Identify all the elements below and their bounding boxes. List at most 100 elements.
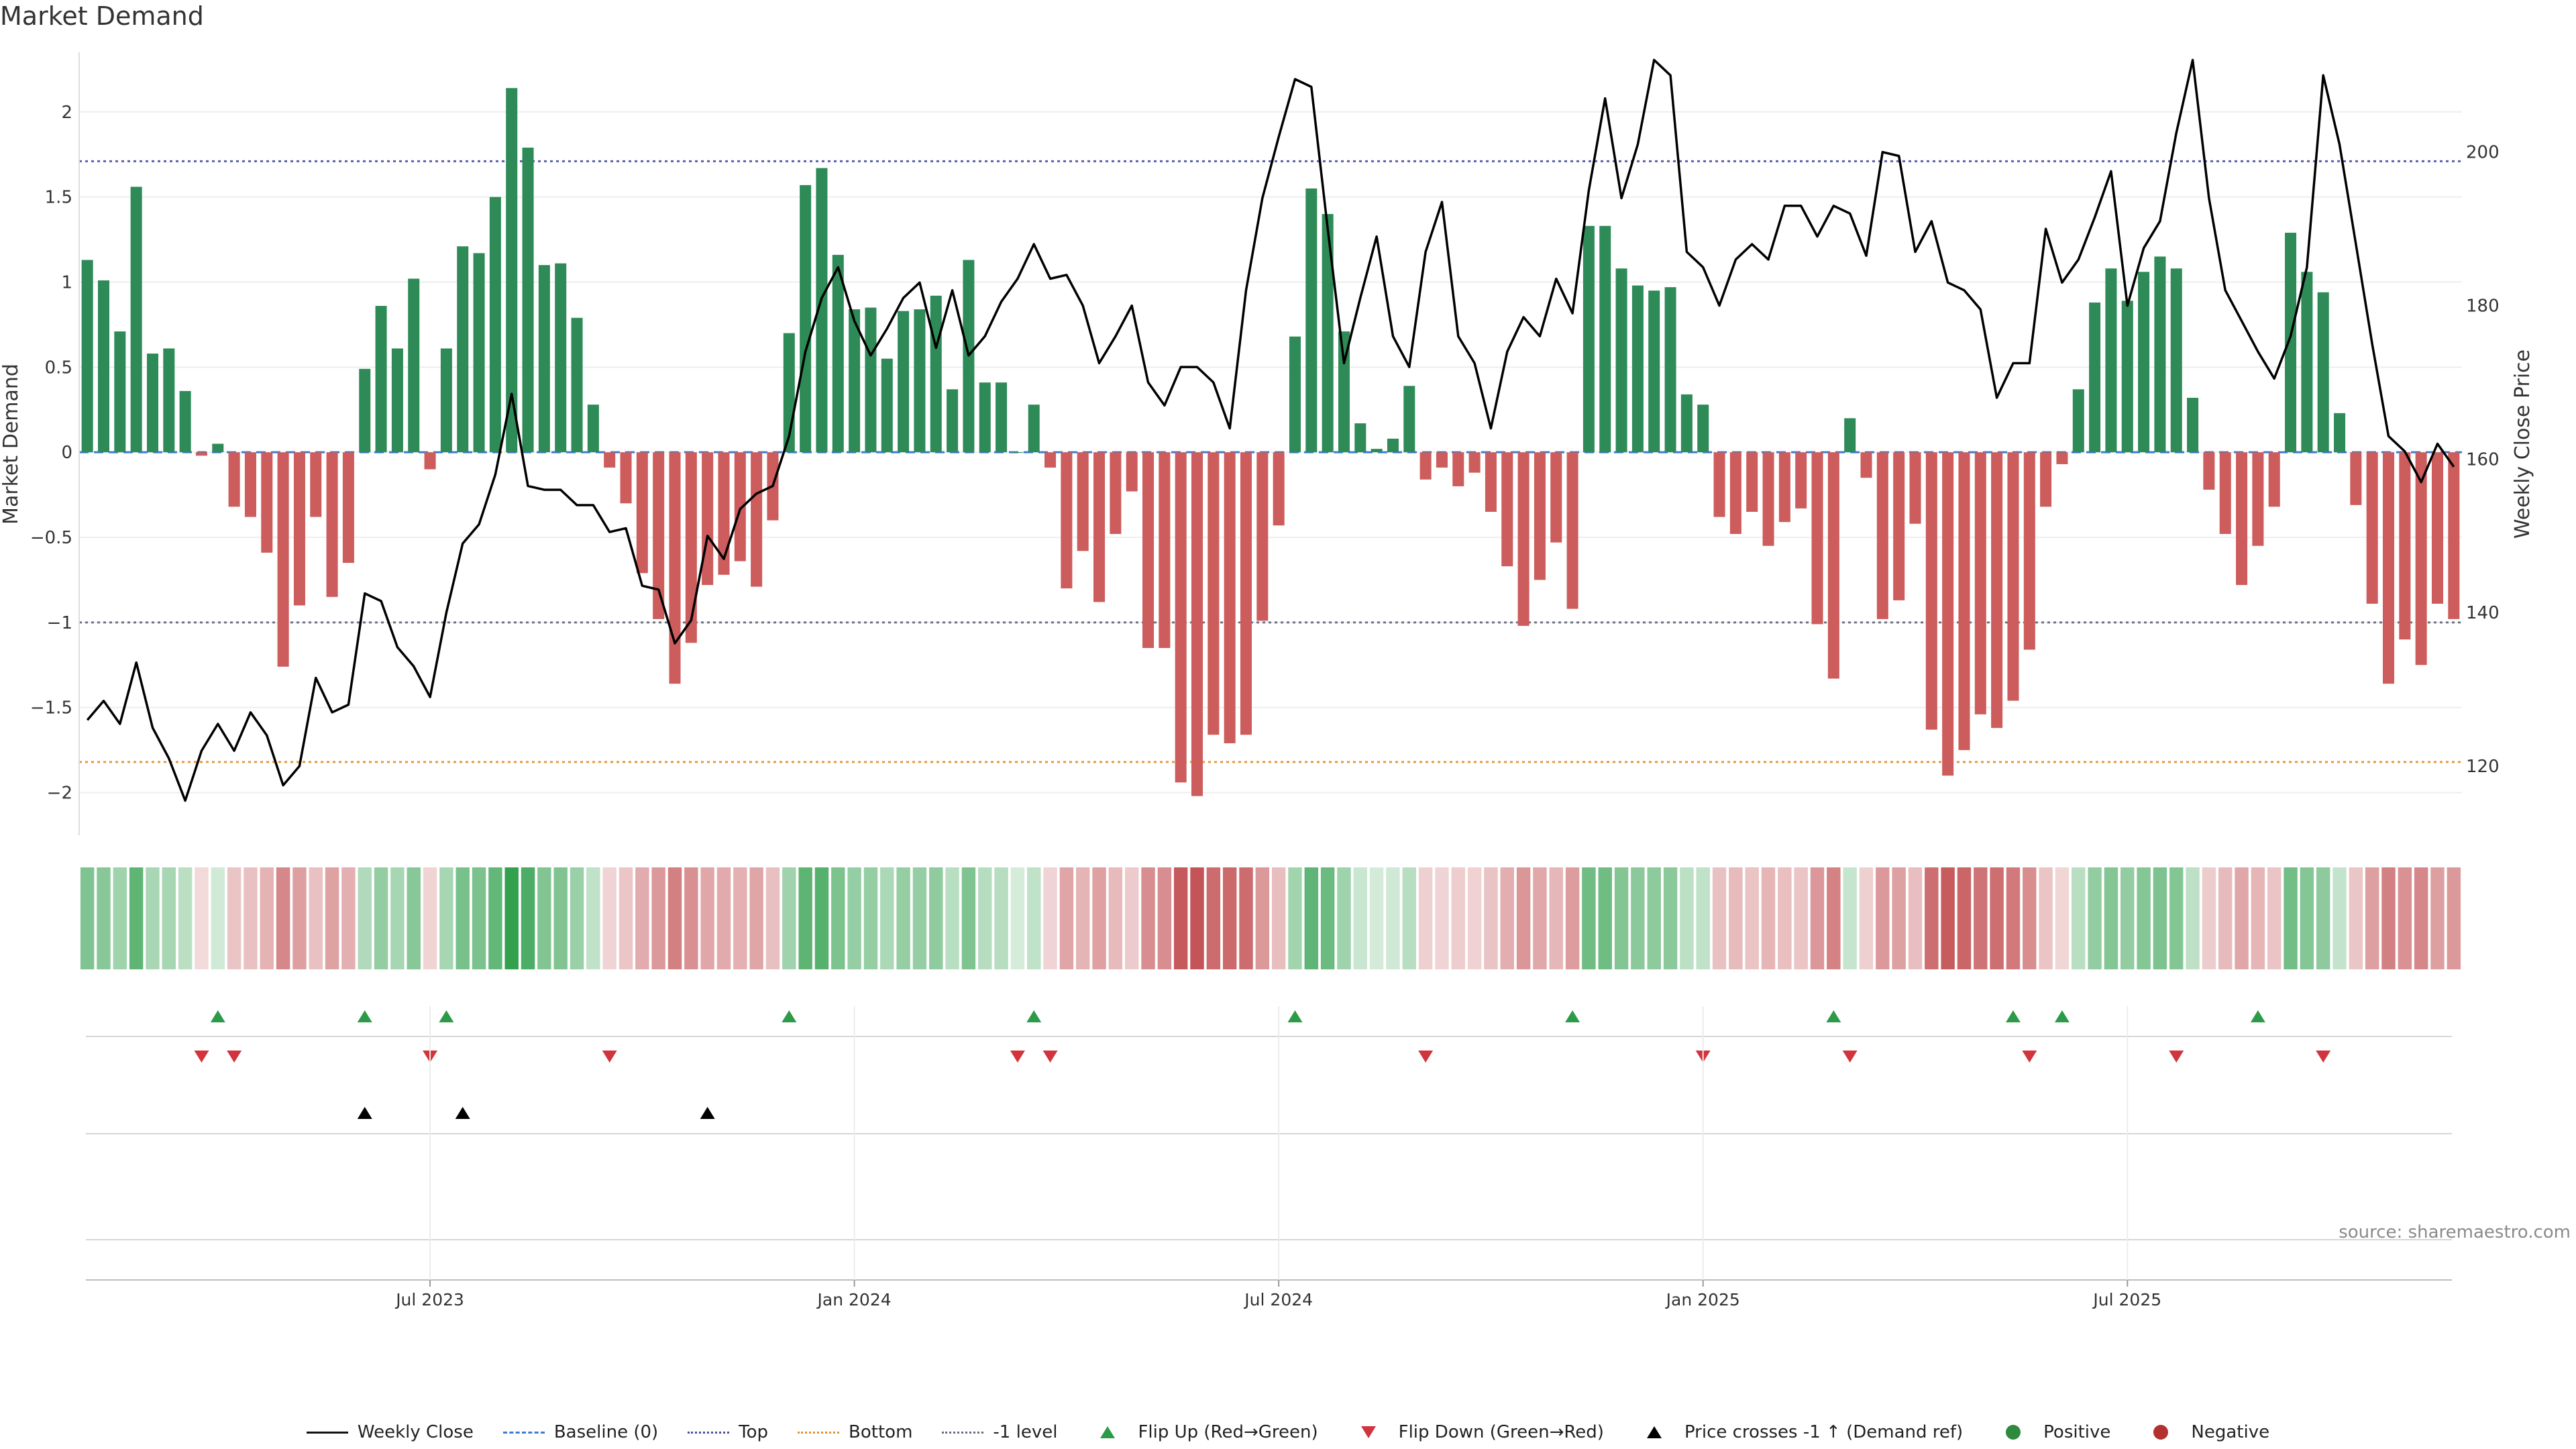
demand-bar xyxy=(506,88,518,453)
demand-bar xyxy=(2350,452,2362,505)
demand-bar xyxy=(1615,268,1627,453)
heat-cell xyxy=(586,867,600,969)
legend-baseline: Baseline (0) xyxy=(502,1422,658,1442)
heat-cell xyxy=(1027,867,1041,969)
demand-bar xyxy=(1501,452,1513,567)
heat-cell xyxy=(1435,867,1449,969)
heat-cell xyxy=(1614,867,1629,969)
heat-cell xyxy=(1157,867,1172,969)
demand-bar xyxy=(751,452,763,587)
heat-cell xyxy=(423,867,437,969)
demand-bar xyxy=(2121,301,2133,453)
heat-cell xyxy=(2430,867,2445,969)
demand-bar xyxy=(359,368,371,453)
demand-bar xyxy=(685,452,697,643)
demand-bar xyxy=(1485,452,1497,512)
demand-bar xyxy=(2007,452,2019,701)
heat-cell xyxy=(1076,867,1090,969)
demand-bar xyxy=(2268,452,2280,507)
dot-icon xyxy=(2153,1425,2169,1440)
demand-bar xyxy=(1795,452,1807,508)
demand-bar xyxy=(1159,452,1171,648)
heat-cell xyxy=(2088,867,2102,969)
dot-icon xyxy=(2006,1425,2021,1440)
flip-up-marker xyxy=(210,1010,225,1022)
heat-cell xyxy=(2006,867,2021,969)
demand-bar xyxy=(996,382,1008,453)
heat-cell xyxy=(1810,867,1825,969)
heat-cell xyxy=(1484,867,1498,969)
heat-cell xyxy=(2072,867,2086,969)
demand-bar xyxy=(1942,452,1954,776)
heat-cell xyxy=(162,867,176,969)
demand-bar xyxy=(702,452,714,586)
demand-bar xyxy=(1142,452,1155,648)
demand-bar xyxy=(718,452,730,575)
demand-bar xyxy=(1860,452,1872,478)
chart-title: Market Demand xyxy=(0,1,204,31)
heat-cell xyxy=(1582,867,1596,969)
heat-cell xyxy=(2121,867,2135,969)
signal-markers xyxy=(86,1010,2452,1240)
heat-cell xyxy=(1859,867,1874,969)
heat-cell xyxy=(2169,867,2184,969)
demand-bar xyxy=(424,452,436,470)
y2-tick-label: 200 xyxy=(2466,143,2500,163)
demand-bar xyxy=(212,443,224,453)
heat-cell xyxy=(2055,867,2070,969)
demand-bar xyxy=(1322,214,1334,453)
heat-cell xyxy=(472,867,486,969)
demand-bar xyxy=(2236,452,2248,586)
demand-bar xyxy=(2138,272,2150,453)
heat-cell xyxy=(244,867,258,969)
demand-bar xyxy=(2040,452,2052,507)
heat-cell xyxy=(146,867,160,969)
demand-bar xyxy=(620,452,632,504)
y-tick-label: 1 xyxy=(61,272,72,292)
demand-bar xyxy=(1762,452,1774,546)
heat-cell xyxy=(553,867,568,969)
heat-cell xyxy=(2039,867,2053,969)
demand-bar xyxy=(1093,452,1106,602)
flip-down-marker xyxy=(1042,1051,1058,1063)
heat-cell xyxy=(896,867,910,969)
demand-bar xyxy=(1354,423,1366,453)
heat-cell xyxy=(1320,867,1335,969)
weekly-close-series xyxy=(86,58,2455,802)
heat-cell xyxy=(1549,867,1563,969)
demand-bar xyxy=(2105,268,2117,453)
demand-bar xyxy=(2056,452,2068,464)
demand-bar xyxy=(1550,452,1562,543)
legend-positive: Positive xyxy=(1992,1422,2110,1442)
demand-bar xyxy=(2252,452,2264,546)
demand-bar xyxy=(1077,452,1089,551)
legend-negative: Negative xyxy=(2140,1422,2269,1442)
y-tick-label: −2 xyxy=(47,784,72,804)
demand-bar xyxy=(1631,285,1644,453)
heat-cell xyxy=(2186,867,2200,969)
heat-cell xyxy=(1925,867,1939,969)
heat-cell xyxy=(1745,867,1759,969)
heat-cell xyxy=(831,867,845,969)
demand-bar xyxy=(1664,287,1676,453)
demand-bar xyxy=(653,452,665,619)
heat-cell xyxy=(880,867,894,969)
demand-bar xyxy=(293,452,305,606)
heat-cell xyxy=(1663,867,1678,969)
heat-cell xyxy=(1778,867,1792,969)
demand-bar xyxy=(179,390,191,453)
demand-bar xyxy=(1827,452,1839,679)
demand-heat-strip xyxy=(80,867,2461,969)
demand-bar xyxy=(1566,452,1578,609)
flip-up-marker xyxy=(2250,1010,2265,1022)
heat-cell xyxy=(1402,867,1417,969)
demand-bar xyxy=(195,452,207,456)
heat-cell xyxy=(521,867,535,969)
heat-cell xyxy=(2300,867,2314,969)
demand-bar xyxy=(2334,413,2346,453)
heat-cell xyxy=(1696,867,1710,969)
heat-cell xyxy=(1729,867,1743,969)
heat-cell xyxy=(1516,867,1531,969)
heat-cell xyxy=(227,867,241,969)
